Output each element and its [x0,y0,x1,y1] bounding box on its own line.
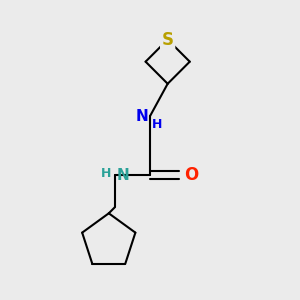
Text: O: O [184,166,198,184]
Text: H: H [152,118,162,130]
Text: S: S [162,31,174,49]
Text: N: N [136,109,148,124]
Text: N: N [116,167,129,182]
Text: H: H [101,167,112,180]
